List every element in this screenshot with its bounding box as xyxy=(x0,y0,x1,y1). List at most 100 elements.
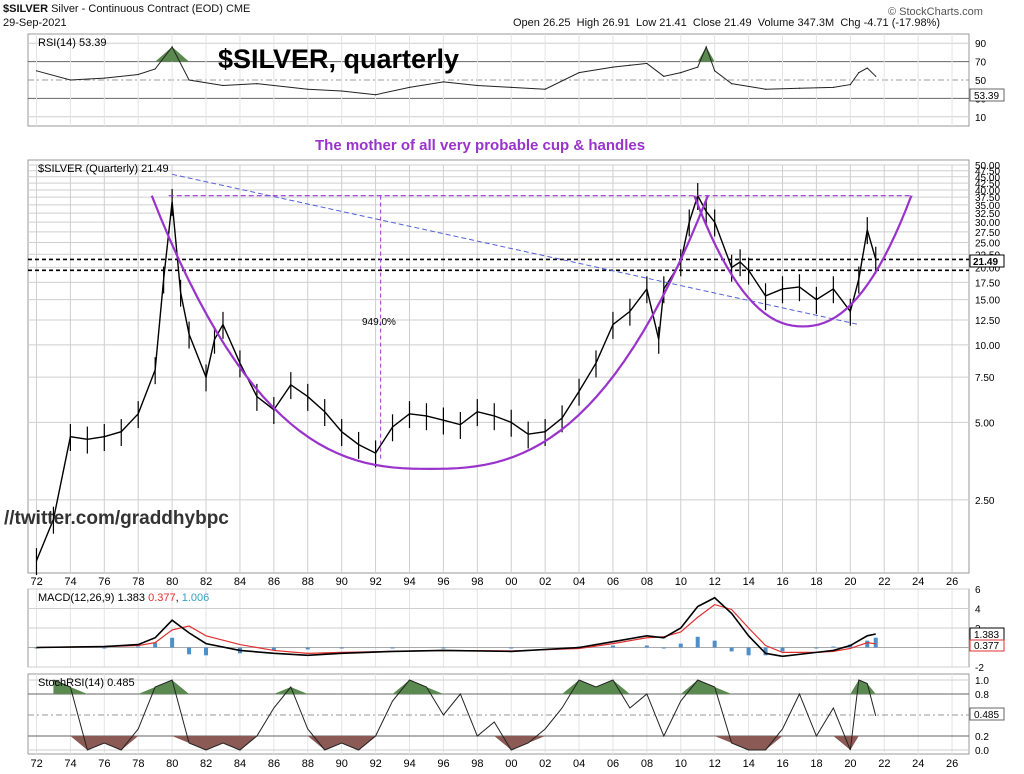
price-y-tick: 50.00 xyxy=(975,161,1000,172)
price-y-tick: 40.00 xyxy=(975,186,1000,197)
rsi-point xyxy=(663,75,665,77)
x-tick-label: 12 xyxy=(709,576,721,588)
macd-histogram-bar xyxy=(644,645,649,648)
rsi-point xyxy=(832,86,834,88)
percent-label: 949.0% xyxy=(362,317,396,328)
price-line xyxy=(35,193,877,562)
x-tick-label: 74 xyxy=(64,576,76,588)
ohlc-open: Open 26.25 xyxy=(513,17,571,29)
handle-curve xyxy=(693,195,913,328)
macd-histogram-bar xyxy=(204,647,209,656)
macd-histogram-bar xyxy=(712,640,717,648)
rsi-point xyxy=(222,84,224,87)
x-tick-label-bottom: 18 xyxy=(810,758,822,770)
x-tick-label-bottom: 02 xyxy=(539,758,551,770)
macd-histogram-bar xyxy=(831,646,836,648)
x-tick-label: 84 xyxy=(234,576,246,588)
x-tick-label-bottom: 88 xyxy=(302,758,314,770)
x-tick-label-bottom: 12 xyxy=(709,758,721,770)
rsi-point xyxy=(646,62,648,65)
cup-curve xyxy=(150,195,709,470)
x-tick-label-bottom: 00 xyxy=(505,758,517,770)
x-tick-label: 88 xyxy=(302,576,314,588)
watermark: //twitter.com/graddhybpc xyxy=(4,508,229,529)
x-tick-label-bottom: 82 xyxy=(200,758,212,770)
macd-histogram-bar xyxy=(661,647,666,649)
price-y-tick: 47.50 xyxy=(975,167,1000,178)
macd-histogram-bar xyxy=(271,647,276,651)
svg-text:1.383: 1.383 xyxy=(974,630,999,641)
macd-histogram-bar xyxy=(763,647,768,656)
rsi-point xyxy=(849,84,851,86)
macd-histogram-bar xyxy=(746,647,751,656)
rsi-point xyxy=(705,46,707,48)
x-tick-label: 26 xyxy=(946,576,958,588)
rsi-point xyxy=(798,87,801,89)
signal-value-badge: 0.377 xyxy=(969,639,1005,652)
x-tick-label: 00 xyxy=(505,576,517,588)
price-y-tick: 27.50 xyxy=(975,228,1000,239)
x-tick-label-bottom: 86 xyxy=(268,758,280,770)
x-tick-label-bottom: 72 xyxy=(30,758,42,770)
macd-y-tick: 4 xyxy=(975,605,981,616)
stoch-y-tick: 1.0 xyxy=(975,676,989,687)
stoch-overbought-fill xyxy=(53,680,876,694)
x-tick-label: 24 xyxy=(912,576,924,588)
x-tick-label: 76 xyxy=(98,576,110,588)
ohlc-close: Close 21.49 xyxy=(692,17,752,29)
rsi-legend: RSI(14) 53.39 xyxy=(38,37,106,49)
x-tick-label-bottom: 22 xyxy=(878,758,890,770)
x-tick-label: 16 xyxy=(776,576,788,588)
macd-histogram-bar xyxy=(136,646,141,648)
x-tick-label: 86 xyxy=(268,576,280,588)
price-legend: $SILVER (Quarterly) 21.49 xyxy=(38,163,169,175)
x-tick-label: 80 xyxy=(166,576,178,588)
ohlc-readout: Open 26.25 High 26.91 Low 21.41 Close 21… xyxy=(513,17,940,30)
x-tick-label-bottom: 94 xyxy=(403,758,415,770)
rsi-point xyxy=(256,83,258,85)
macd-histogram-bar xyxy=(695,636,700,648)
rsi-value-badge: 53.39 xyxy=(969,88,1005,102)
rsi-line xyxy=(36,45,877,96)
macd-histogram-bar xyxy=(390,647,395,649)
rsi-point xyxy=(476,84,478,87)
price-y-tick: 7.50 xyxy=(975,373,995,384)
x-tick-label-bottom: 84 xyxy=(234,758,246,770)
x-tick-label-bottom: 78 xyxy=(132,758,144,770)
subtitle: The mother of all very probable cup & ha… xyxy=(315,137,645,154)
price-panel xyxy=(27,159,970,574)
rsi-point xyxy=(612,66,614,68)
x-tick-label: 20 xyxy=(844,576,856,588)
x-tick-label: 10 xyxy=(675,576,687,588)
x-tick-label-bottom: 16 xyxy=(776,758,788,770)
x-tick-label: 90 xyxy=(336,576,348,588)
macd-histogram-bar xyxy=(873,637,878,648)
rsi-point xyxy=(875,75,877,77)
x-tick-label-bottom: 20 xyxy=(844,758,856,770)
rsi-point xyxy=(866,67,868,69)
macd-legend: MACD(12,26,9) 1.383 0.377, 1.006 xyxy=(38,592,209,604)
x-tick-label-bottom: 80 xyxy=(166,758,178,770)
description: Silver - Continuous Contract (EOD) xyxy=(51,3,223,15)
stoch-legend: StochRSI(14) 0.485 xyxy=(38,677,135,689)
rsi-point xyxy=(188,79,190,81)
brand-logo: © StockCharts.com xyxy=(888,6,983,18)
x-tick-label: 82 xyxy=(200,576,212,588)
exchange: CME xyxy=(225,3,251,15)
chart-header: $SILVER Silver - Continuous Contract (EO… xyxy=(3,3,250,16)
x-tick-label-bottom: 10 xyxy=(675,758,687,770)
x-tick-label: 78 xyxy=(132,576,144,588)
x-tick-label-bottom: 96 xyxy=(437,758,449,770)
trend-line xyxy=(172,173,859,326)
rsi-point xyxy=(35,70,38,72)
svg-text:0.485: 0.485 xyxy=(974,710,999,721)
x-tick-label: 18 xyxy=(810,576,822,588)
price-y-tick: 45.00 xyxy=(975,173,1000,184)
macd-value-badge: 1.383 xyxy=(969,627,1005,641)
svg-text:53.39: 53.39 xyxy=(974,91,999,102)
price-y-tick: 15.00 xyxy=(975,296,1000,307)
macd-histogram-bar xyxy=(187,647,192,655)
rsi-point xyxy=(731,83,733,85)
x-tick-label-bottom: 74 xyxy=(64,758,76,770)
rsi-overbought-fill xyxy=(36,46,876,62)
